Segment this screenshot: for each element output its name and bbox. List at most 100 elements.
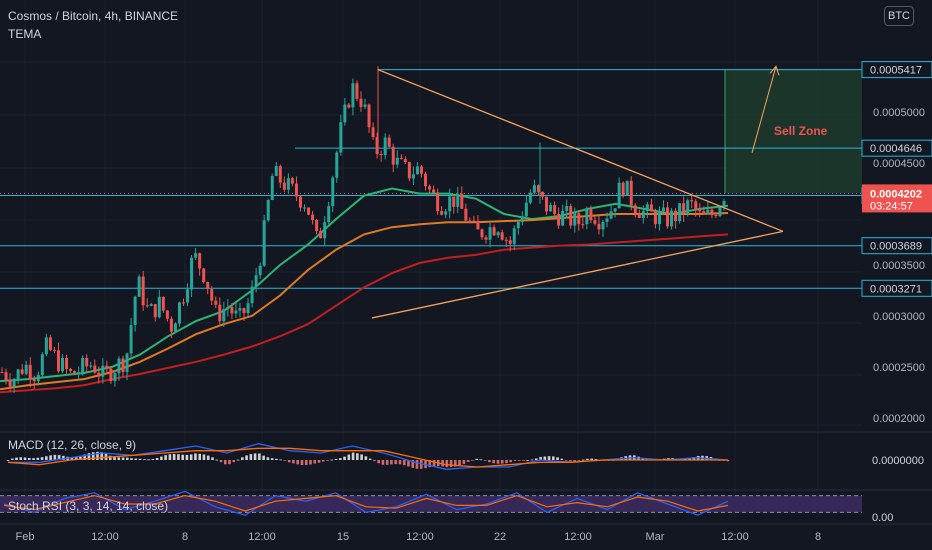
- macd-histogram-bar: [543, 456, 547, 460]
- candle-body: [722, 201, 726, 207]
- macd-histogram-bar: [356, 453, 359, 460]
- candle-body: [16, 369, 20, 381]
- candle-body: [569, 206, 573, 226]
- candle-body: [649, 204, 653, 212]
- stoch-band: [0, 495, 862, 513]
- macd-histogram-bar: [228, 460, 231, 465]
- candle-body: [161, 296, 165, 311]
- macd-histogram-bar: [390, 460, 393, 465]
- candle-body: [129, 325, 133, 354]
- candle-body: [190, 257, 194, 290]
- candle-body: [52, 349, 56, 351]
- candle-body: [157, 296, 161, 318]
- macd-histogram-bar: [296, 460, 300, 465]
- macd-histogram-bar: [287, 460, 291, 463]
- sell-zone-box: [725, 69, 862, 194]
- macd-signal-line: [7, 447, 728, 468]
- candle-body: [444, 211, 448, 215]
- candle-body: [234, 310, 238, 314]
- macd-histogram-bar: [236, 459, 240, 461]
- price-axis: [862, 0, 932, 550]
- candle-body: [536, 185, 540, 192]
- candle-body: [375, 137, 379, 154]
- candle-body: [371, 127, 375, 138]
- candle-body: [577, 213, 581, 225]
- time-tick-8: Mar: [646, 531, 665, 543]
- candle-body: [540, 191, 544, 197]
- candle-body: [464, 208, 468, 221]
- candle-body: [645, 204, 649, 212]
- candle-body: [589, 209, 593, 221]
- candle-body: [359, 98, 363, 107]
- macd-histogram-bar: [445, 460, 449, 468]
- time-tick-5: 12:00: [406, 531, 434, 543]
- macd-histogram-bar: [343, 456, 346, 460]
- candle-body: [532, 185, 536, 193]
- macd-histogram-bar: [569, 460, 572, 462]
- candle-body: [468, 220, 472, 222]
- candle-body: [702, 211, 706, 214]
- candle-body: [573, 213, 577, 226]
- candle-body: [637, 213, 641, 218]
- macd-histogram-bar: [211, 457, 214, 460]
- candle-body: [331, 177, 335, 207]
- candle-body: [101, 365, 105, 377]
- macd-histogram-bar: [223, 460, 227, 465]
- candle-body: [460, 193, 464, 209]
- candle-body: [89, 365, 93, 367]
- stoch-d-line: [3, 494, 729, 512]
- macd-histogram-bar: [564, 460, 568, 461]
- price-tick-1: 0.0002500: [873, 362, 925, 374]
- candle-body: [355, 83, 359, 99]
- candle-body: [73, 371, 77, 374]
- macd-histogram-bar: [70, 457, 74, 460]
- macd-histogram-bar: [279, 459, 282, 461]
- currency-button[interactable]: BTC: [884, 6, 914, 26]
- macd-histogram-bar: [522, 460, 525, 461]
- candle-body: [387, 137, 391, 147]
- candle-body: [714, 215, 718, 217]
- candle-body: [661, 207, 665, 212]
- level-label-4: 0.0003271: [870, 283, 922, 295]
- candle-body: [44, 337, 48, 355]
- candle-body: [351, 83, 355, 108]
- candle-body: [528, 192, 532, 203]
- candle-body: [206, 281, 210, 290]
- macd-histogram-bar: [79, 455, 82, 460]
- candle-body: [601, 221, 605, 230]
- macd-histogram-bar: [147, 459, 150, 461]
- candle-body: [565, 206, 569, 211]
- candle-body: [682, 203, 686, 214]
- candle-body: [549, 205, 553, 212]
- macd-histogram-bar: [373, 460, 376, 462]
- level-label-box-1: [861, 139, 932, 157]
- macd-histogram-bar: [385, 460, 389, 465]
- macd-histogram-bar: [321, 460, 325, 462]
- macd-histogram-bar: [581, 459, 585, 461]
- level-label-box-4: [861, 279, 932, 297]
- candle-body: [424, 173, 428, 187]
- macd-histogram-bar: [6, 460, 10, 461]
- macd-histogram-bar: [539, 456, 542, 460]
- macd-histogram-bar: [53, 454, 57, 460]
- macd-histogram-bar: [398, 460, 402, 465]
- candle-body: [488, 227, 492, 240]
- macd-histogram-bar: [432, 460, 436, 467]
- candle-body: [307, 207, 311, 215]
- macd-histogram-bar: [547, 456, 551, 460]
- macd-histogram-bar: [488, 460, 491, 463]
- macd-histogram-bar: [475, 458, 478, 460]
- candle-body: [24, 364, 28, 374]
- macd-histogram-bar: [245, 455, 248, 460]
- candle-body: [657, 211, 661, 225]
- time-tick-2: 8: [182, 531, 188, 543]
- candle-body: [678, 203, 682, 222]
- projection-arrow: [751, 66, 777, 153]
- candle-body: [428, 186, 432, 190]
- macd-histogram-bar: [232, 460, 236, 463]
- candle-body: [419, 166, 423, 174]
- candle-body: [250, 286, 254, 304]
- macd-histogram-bar: [500, 460, 504, 464]
- time-tick-4: 15: [337, 531, 349, 543]
- time-tick-7: 12:00: [564, 531, 592, 543]
